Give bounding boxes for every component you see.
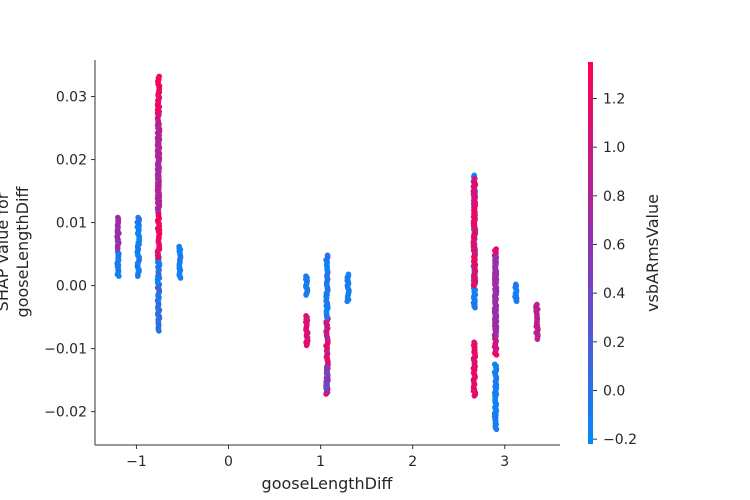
- y-tick-label: 0.01: [56, 216, 87, 232]
- colorbar-tick-label: 0.8: [603, 189, 625, 205]
- colorbar-tick-label: 0.4: [603, 286, 625, 302]
- y-tick-label: 0.03: [56, 90, 87, 106]
- y-tick-label: −0.01: [44, 342, 87, 358]
- data-point: [323, 364, 330, 371]
- data-point: [534, 301, 540, 308]
- data-point: [176, 243, 182, 250]
- y-tick-label: −0.02: [44, 405, 87, 421]
- x-axis-ticks: −1 0 1 2 3: [126, 445, 509, 470]
- y-tick-label: 0.02: [56, 153, 87, 169]
- colorbar: [588, 62, 593, 444]
- y-axis-ticks: −0.02 −0.01 0.00 0.01 0.02 0.03: [44, 90, 95, 421]
- data-point: [493, 246, 499, 252]
- x-tick-label: 2: [408, 454, 417, 470]
- data-point: [303, 313, 309, 319]
- data-point: [491, 361, 498, 368]
- data-point: [156, 73, 162, 80]
- colorbar-label: vsbARmsValue: [643, 194, 662, 312]
- colorbar-tick-label: 1.2: [603, 91, 625, 107]
- x-axis-title: gooseLengthDiff: [262, 474, 394, 493]
- colorbar-tick-label: 0.6: [603, 237, 625, 253]
- data-point: [135, 214, 141, 221]
- x-tick-label: −1: [126, 454, 147, 470]
- y-axis-title-line-2: gooseLengthDiff: [13, 186, 32, 318]
- x-tick-label: 1: [316, 454, 325, 470]
- data-point: [115, 214, 121, 221]
- x-tick-label: 0: [224, 454, 233, 470]
- data-point: [493, 254, 500, 261]
- data-point: [472, 175, 478, 182]
- colorbar-ticks: −0.2 0.0 0.2 0.4 0.6 0.8 1.0 1.2: [593, 91, 637, 448]
- data-point: [513, 281, 519, 288]
- x-tick-label: 3: [500, 454, 509, 470]
- data-point: [155, 118, 161, 125]
- data-point: [303, 273, 309, 279]
- y-axis-title-line-1: SHAP value for: [0, 192, 12, 311]
- axes: [94, 60, 560, 446]
- data-point: [345, 271, 352, 278]
- data-point: [324, 252, 331, 259]
- colorbar-tick-label: 0.2: [603, 335, 625, 351]
- data-point: [471, 339, 477, 346]
- y-tick-label: 0.00: [56, 279, 87, 295]
- colorbar-tick-label: −0.2: [603, 432, 637, 448]
- scatter-points: [114, 73, 541, 433]
- colorbar-tick-label: 1.0: [603, 140, 625, 156]
- colorbar-tick-label: 0.0: [603, 383, 625, 399]
